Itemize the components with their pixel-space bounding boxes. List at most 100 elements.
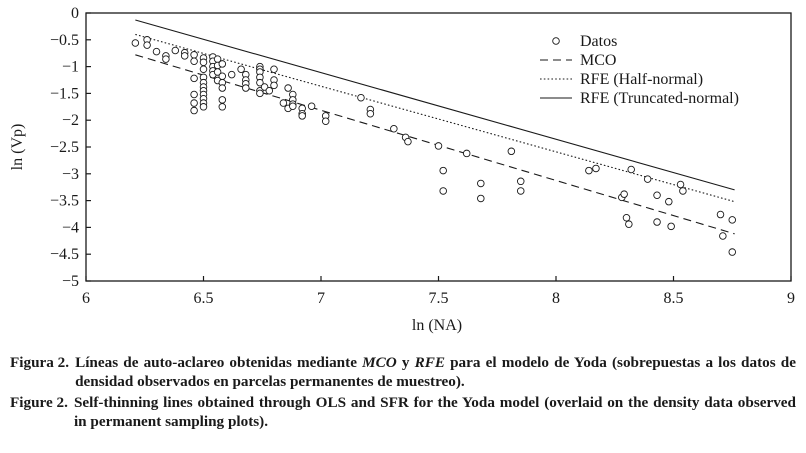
y-tick-label: −0.5	[50, 32, 79, 49]
data-point	[366, 110, 375, 118]
y-tick-label: −1.5	[50, 85, 79, 102]
data-point	[289, 102, 297, 111]
y-axis-label: ln (Vp)	[9, 124, 26, 171]
data-point	[592, 164, 600, 173]
data-point	[627, 165, 635, 174]
data-point	[434, 142, 443, 150]
y-tick-label: −3	[62, 166, 79, 183]
data-point	[321, 117, 330, 126]
data-point	[517, 177, 525, 186]
y-tick-label: −5	[62, 273, 79, 290]
y-tick-label: −2	[62, 112, 79, 129]
data-point	[218, 96, 227, 104]
data-point	[517, 187, 525, 195]
data-point	[265, 86, 274, 95]
data-point	[242, 84, 250, 92]
fit-line-dotted	[135, 33, 735, 203]
legend-label: MCO	[580, 52, 616, 69]
data-point	[162, 55, 170, 63]
data-point	[218, 103, 227, 111]
data-point	[279, 99, 288, 107]
data-point	[190, 74, 198, 83]
data-point	[199, 58, 208, 67]
data-point	[653, 191, 661, 199]
data-point	[728, 248, 737, 256]
fit-line-solid	[135, 19, 735, 191]
x-tick-label: 7	[317, 290, 325, 307]
caption-spanish-label: Figura 2.	[10, 354, 70, 371]
caption-spanish-part-2: y	[396, 354, 415, 371]
data-point	[507, 147, 516, 156]
data-point	[284, 84, 292, 92]
data-points	[131, 36, 737, 256]
data-point	[716, 210, 725, 219]
y-tick-label: −4.5	[50, 246, 79, 263]
legend: Datos MCO RFE (Half-normal) RFE (Truncated-…	[540, 33, 739, 107]
x-tick-label: 6.5	[194, 290, 214, 307]
data-point	[357, 93, 365, 102]
data-point	[171, 46, 180, 55]
data-point	[404, 137, 412, 146]
data-point	[462, 149, 471, 158]
data-point	[218, 60, 227, 68]
data-point	[620, 190, 628, 198]
data-point	[625, 220, 633, 228]
y-tick-label: −2.5	[50, 139, 79, 156]
caption-english: Figure 2. Self-thinning lines obtained t…	[10, 393, 796, 431]
x-axis-label: ln (NA)	[412, 317, 462, 334]
data-point	[719, 232, 727, 240]
legend-label: Datos	[580, 33, 617, 50]
axis-ticks: 6 6.5 7 7.5 8 8.5 9 0 −0.5 −1 −1.5 −2 −2.5 −3 −3.5 −4 −4…	[50, 5, 795, 307]
data-point	[270, 65, 278, 74]
data-point	[199, 103, 208, 111]
data-point	[665, 197, 673, 206]
data-point	[679, 187, 687, 195]
data-point	[390, 125, 398, 133]
data-point	[667, 222, 675, 231]
chart: 6 6.5 7 7.5 8 8.5 9 0 −0.5 −1 −1.5 −2 −2.5 −3 −3.5 −4 −4…	[9, 5, 795, 334]
data-point	[653, 218, 661, 226]
legend-label: RFE (Truncated-normal)	[580, 90, 739, 107]
data-point	[190, 106, 198, 115]
y-tick-label: −4	[62, 219, 79, 236]
fit-line-dashed	[135, 54, 735, 235]
caption-spanish-text: Líneas de auto-aclareo obtenidas mediant…	[75, 353, 796, 391]
data-point	[190, 51, 198, 59]
y-tick-label: −1	[62, 59, 79, 76]
data-point	[152, 47, 161, 56]
data-point	[643, 175, 652, 183]
caption-spanish-em-rfe: RFE	[414, 354, 445, 371]
data-point	[190, 90, 198, 99]
data-point	[439, 187, 447, 195]
data-point	[676, 180, 685, 189]
caption-spanish-part-1: Líneas de auto-aclareo obtenidas mediant…	[75, 354, 363, 371]
data-point	[477, 179, 485, 188]
caption-spanish-em-mco: MCO	[362, 354, 397, 371]
legend-label: RFE (Half-normal)	[580, 71, 703, 88]
legend-marker-circle	[552, 37, 560, 45]
data-point	[199, 65, 208, 74]
data-point	[439, 166, 447, 175]
data-point	[585, 166, 593, 175]
data-point	[227, 70, 236, 79]
data-point	[190, 99, 198, 107]
caption-spanish: Figura 2. Líneas de auto-aclareo obtenid…	[10, 353, 796, 391]
data-point	[477, 194, 485, 203]
data-point	[180, 52, 189, 60]
data-point	[307, 102, 316, 111]
data-point	[270, 81, 278, 90]
figure-captions: Figura 2. Líneas de auto-aclareo obtenid…	[10, 353, 796, 433]
x-tick-label: 6	[82, 290, 90, 307]
caption-english-label: Figure 2.	[10, 394, 68, 411]
y-tick-label: 0	[71, 5, 79, 22]
data-point	[256, 89, 264, 98]
data-point	[728, 216, 737, 224]
fit-lines	[135, 19, 735, 235]
data-point	[218, 72, 227, 80]
data-point	[131, 39, 140, 47]
data-point	[218, 84, 227, 92]
caption-spanish-part-3: para el modelo de Yoda (sobrepuestas a l…	[75, 354, 796, 390]
data-point	[298, 112, 306, 120]
x-tick-label: 7.5	[429, 290, 449, 307]
